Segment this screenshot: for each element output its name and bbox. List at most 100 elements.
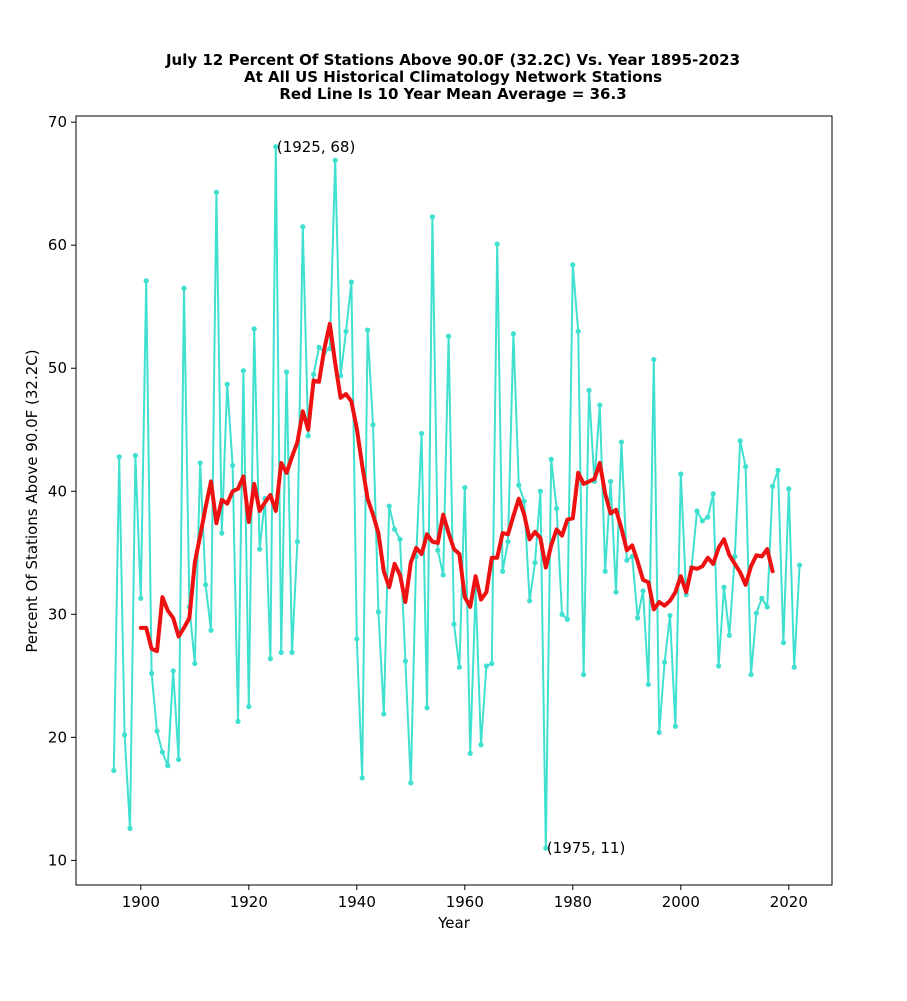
data-point-2008: [721, 584, 727, 590]
y-tick-label-50: 50: [48, 359, 67, 377]
data-point-2009: [726, 632, 733, 638]
data-point-1926: [278, 649, 284, 656]
data-point-1931: [305, 433, 311, 439]
data-point-1924: [267, 656, 273, 662]
data-point-1967: [500, 568, 506, 574]
y-tick-label-70: 70: [48, 113, 67, 131]
data-point-1998: [667, 612, 673, 619]
data-point-1958: [451, 621, 457, 627]
data-point-1914: [213, 189, 219, 195]
data-point-1966: [494, 241, 500, 247]
data-point-1899: [132, 452, 138, 459]
data-point-2006: [710, 491, 716, 497]
data-point-1988: [613, 589, 619, 595]
data-point-1974: [537, 488, 544, 494]
data-point-1919: [240, 368, 246, 374]
data-point-2022: [797, 562, 803, 568]
data-point-1961: [467, 750, 473, 756]
chart-title-line-3: Red Line Is 10 Year Mean Average = 36.3: [279, 85, 626, 103]
data-point-1896: [116, 454, 122, 460]
series-line-10yr-mean: [138, 321, 775, 654]
data-point-1950: [408, 780, 414, 786]
data-point-1964: [483, 663, 489, 669]
data-point-1911: [197, 460, 203, 466]
data-point-1906: [170, 668, 176, 674]
data-point-1982: [581, 672, 587, 678]
y-axis-label: Percent Of Stations Above 90.0F (32.2C): [23, 349, 41, 652]
data-point-1987: [608, 478, 614, 485]
data-point-1930: [300, 224, 306, 230]
data-point-2000: [678, 471, 684, 477]
y-tick-label-40: 40: [48, 482, 67, 500]
data-point-1941: [359, 775, 365, 781]
annotation-1925: (1925, 68): [277, 138, 356, 156]
x-tick-label-1980: 1980: [554, 893, 592, 911]
data-point-1952: [419, 430, 425, 437]
x-tick-label-1900: 1900: [122, 893, 160, 911]
data-point-1943: [370, 422, 376, 428]
data-point-1971: [521, 498, 527, 504]
data-point-1947: [392, 526, 398, 533]
x-tick-label-2020: 2020: [770, 893, 808, 911]
data-point-2012: [743, 464, 749, 470]
data-point-1955: [435, 547, 441, 553]
data-point-1920: [246, 703, 252, 710]
data-point-1994: [645, 681, 652, 688]
data-point-1986: [602, 568, 608, 574]
data-point-2016: [764, 604, 770, 610]
data-point-1915: [219, 530, 225, 536]
data-point-1902: [149, 670, 155, 676]
data-point-1932: [311, 371, 317, 377]
data-point-1993: [640, 588, 646, 594]
data-point-1946: [386, 503, 392, 509]
chart-title-line-1: July 12 Percent Of Stations Above 90.0F …: [165, 51, 740, 69]
y-tick-label-20: 20: [48, 728, 67, 746]
chart-title-line-2: At All US Historical Climatology Network…: [244, 68, 662, 86]
y-tick-label-30: 30: [48, 605, 67, 623]
data-point-2021: [791, 664, 797, 670]
data-point-1997: [662, 659, 668, 665]
data-point-1895: [111, 767, 117, 774]
data-point-1897: [122, 732, 128, 738]
x-axis-label: Year: [437, 914, 471, 932]
y-axis-ticks: 10 20 30 40 50 60 70: [48, 113, 76, 869]
y-tick-label-10: 10: [48, 851, 67, 869]
data-point-2017: [770, 483, 776, 489]
data-point-1921: [251, 326, 257, 332]
plot-frame: [75, 115, 833, 886]
data-point-1972: [527, 598, 533, 604]
data-point-1992: [635, 615, 641, 621]
data-point-1989: [618, 439, 625, 445]
data-point-1975: [543, 845, 549, 851]
data-point-1999: [672, 723, 679, 729]
data-point-1918: [235, 718, 241, 724]
data-point-1913: [208, 627, 214, 633]
data-point-1916: [224, 381, 230, 387]
data-point-1925: [273, 144, 279, 150]
series-line-observed: [112, 145, 801, 850]
data-point-1905: [165, 763, 171, 769]
data-point-1978: [559, 611, 565, 617]
annotation-1975: (1975, 11): [547, 839, 626, 857]
data-point-1979: [564, 616, 571, 622]
y-tick-label-60: 60: [48, 236, 67, 254]
data-point-1990: [624, 557, 630, 563]
x-axis-ticks: 1900 1920 1940 1960 1980 2000 2020: [122, 885, 808, 911]
data-point-1976: [548, 456, 554, 462]
data-point-1983: [586, 387, 592, 393]
data-point-2005: [705, 514, 711, 520]
data-point-1953: [424, 705, 430, 711]
data-point-1944: [375, 609, 381, 615]
data-point-1903: [154, 728, 160, 734]
data-point-1910: [192, 660, 198, 667]
data-point-1936: [332, 157, 338, 163]
x-tick-label-1920: 1920: [230, 893, 268, 911]
data-point-1938: [343, 328, 349, 334]
data-point-1965: [489, 660, 495, 667]
data-point-1907: [176, 756, 182, 763]
data-point-1980: [570, 262, 576, 268]
data-point-2004: [699, 518, 706, 524]
data-point-1957: [446, 333, 452, 339]
data-point-2020: [786, 486, 792, 492]
